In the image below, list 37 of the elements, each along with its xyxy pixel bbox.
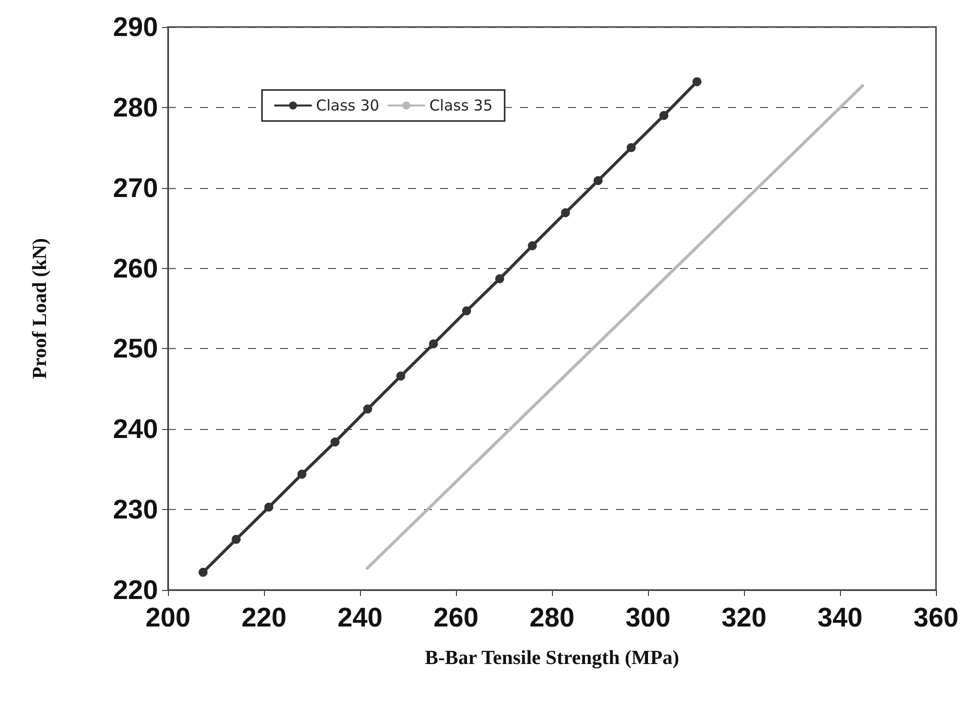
x-tick-label: 300 — [625, 602, 671, 632]
y-axis-title: Proof Load (kN) — [29, 238, 51, 379]
point — [198, 568, 208, 577]
point — [363, 404, 372, 414]
point — [626, 143, 636, 152]
x-tick-label: 260 — [433, 602, 479, 632]
x-tick-label: 240 — [337, 602, 383, 632]
y-tick-label: 270 — [112, 172, 158, 203]
x-tick-label: 340 — [817, 602, 863, 632]
point — [495, 274, 504, 284]
point — [692, 77, 702, 86]
point — [528, 241, 537, 250]
x-tick-label: 220 — [241, 602, 287, 632]
legend-label: Class 30 — [316, 96, 380, 114]
legend-label: Class 35 — [429, 96, 493, 114]
y-tick-label: 230 — [112, 494, 158, 525]
point — [396, 372, 406, 381]
x-tick-label: 320 — [721, 602, 767, 632]
point — [560, 208, 570, 218]
point — [659, 110, 668, 120]
point — [594, 176, 603, 186]
point — [330, 438, 340, 447]
x-tick-label: 280 — [529, 602, 575, 632]
y-tick-label: 220 — [112, 575, 158, 605]
y-tick-label: 290 — [112, 12, 158, 42]
x-tick-label: 360 — [913, 602, 959, 632]
point — [462, 306, 472, 316]
point — [264, 502, 274, 512]
point — [428, 339, 438, 348]
y-tick-label: 250 — [112, 334, 158, 364]
y-tick-label: 240 — [112, 414, 158, 444]
y-tick-label: 280 — [112, 92, 158, 122]
x-axis-title: B-Bar Tensile Strength (MPa) — [424, 647, 680, 669]
point — [297, 470, 306, 479]
point — [232, 534, 241, 544]
x-tick-label: 200 — [145, 602, 191, 632]
y-tick-label: 260 — [112, 253, 158, 284]
